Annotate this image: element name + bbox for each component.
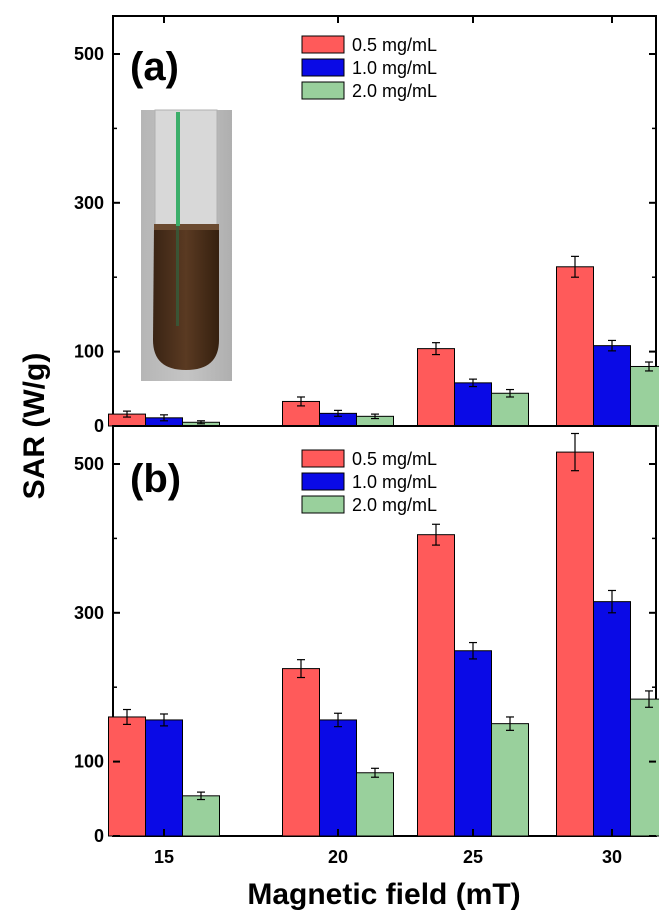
bar-1-1-2 bbox=[454, 650, 492, 837]
panel-a: 0 100 300 500 (a) 0.5 mg/mL 1.0 mg/mL 2.0 mg/… bbox=[74, 15, 659, 436]
y-tick-label-0-300: 300 bbox=[74, 193, 104, 213]
bar-0-0-2 bbox=[417, 348, 455, 427]
bar-0-0-3 bbox=[556, 266, 594, 427]
legend-label-0-2: 2.0 mg/mL bbox=[352, 81, 437, 101]
bar-1-2-3 bbox=[630, 698, 659, 837]
legend-label-1-0: 0.5 mg/mL bbox=[352, 449, 437, 469]
x-tick-label-2: 25 bbox=[463, 847, 483, 867]
legend-label-0-0: 0.5 mg/mL bbox=[352, 35, 437, 55]
legend-swatch-0-1 bbox=[301, 58, 345, 77]
panel-a-bars bbox=[108, 255, 659, 427]
legend-label-1-2: 2.0 mg/mL bbox=[352, 495, 437, 515]
bar-1-1-1 bbox=[319, 719, 357, 837]
y-tick-label-1-500: 500 bbox=[74, 454, 104, 474]
panel-b-label: (b) bbox=[130, 457, 181, 501]
bar-1-0-1 bbox=[282, 668, 320, 837]
x-tick-label-3: 30 bbox=[602, 847, 622, 867]
y-tick-label-1-300: 300 bbox=[74, 603, 104, 623]
panel-b-y-axis: 0 100 300 500 bbox=[74, 454, 656, 846]
legend-swatch-0-0 bbox=[301, 35, 345, 54]
x-axis: 15 20 25 30 bbox=[154, 16, 622, 867]
bar-1-2-0 bbox=[182, 795, 220, 837]
x-axis-title: Magnetic field (mT) bbox=[247, 878, 520, 911]
bar-0-1-2 bbox=[454, 382, 492, 427]
panel-a-y-axis: 0 100 300 500 bbox=[74, 44, 656, 436]
panel-a-label: (a) bbox=[130, 45, 179, 89]
test-tube-photo-inset bbox=[141, 109, 232, 381]
bar-1-0-0 bbox=[108, 716, 146, 837]
legend-swatch-1-1 bbox=[301, 472, 345, 491]
panel-b-bars bbox=[108, 432, 659, 837]
legend-swatch-1-2 bbox=[301, 495, 345, 514]
y-tick-label-0-500: 500 bbox=[74, 44, 104, 64]
panel-b: 0 100 300 500 (b) 0.5 mg/mL 1.0 mg/mL 2.0 mg/… bbox=[74, 425, 659, 846]
x-tick-label-1: 20 bbox=[328, 847, 348, 867]
bar-1-2-1 bbox=[356, 772, 394, 837]
legend-label-1-1: 1.0 mg/mL bbox=[352, 472, 437, 492]
panel-a-legend: 0.5 mg/mL 1.0 mg/mL 2.0 mg/mL bbox=[301, 35, 437, 101]
bar-1-0-2 bbox=[417, 534, 455, 837]
bar-1-0-3 bbox=[556, 451, 594, 837]
y-tick-label-1-100: 100 bbox=[74, 752, 104, 772]
legend-swatch-0-2 bbox=[301, 81, 345, 100]
bar-1-2-2 bbox=[491, 723, 529, 837]
y-tick-label-1-0: 0 bbox=[94, 826, 104, 846]
bar-0-1-3 bbox=[593, 345, 631, 427]
panel-b-legend: 0.5 mg/mL 1.0 mg/mL 2.0 mg/mL bbox=[301, 449, 437, 515]
bar-1-1-0 bbox=[145, 719, 183, 837]
y-tick-label-0-0: 0 bbox=[94, 416, 104, 436]
legend-label-0-1: 1.0 mg/mL bbox=[352, 58, 437, 78]
y-tick-label-0-100: 100 bbox=[74, 342, 104, 362]
bar-0-2-3 bbox=[630, 365, 659, 427]
bar-0-2-2 bbox=[491, 392, 529, 427]
bar-1-1-3 bbox=[593, 601, 631, 837]
y-axis-title: SAR (W/g) bbox=[18, 353, 51, 500]
legend-swatch-1-0 bbox=[301, 449, 345, 468]
x-tick-label-0: 15 bbox=[154, 847, 174, 867]
